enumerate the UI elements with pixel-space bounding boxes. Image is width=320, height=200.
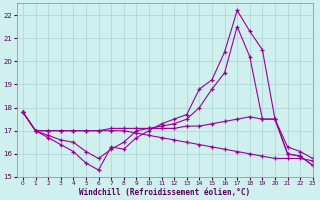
X-axis label: Windchill (Refroidissement éolien,°C): Windchill (Refroidissement éolien,°C) <box>79 188 250 197</box>
